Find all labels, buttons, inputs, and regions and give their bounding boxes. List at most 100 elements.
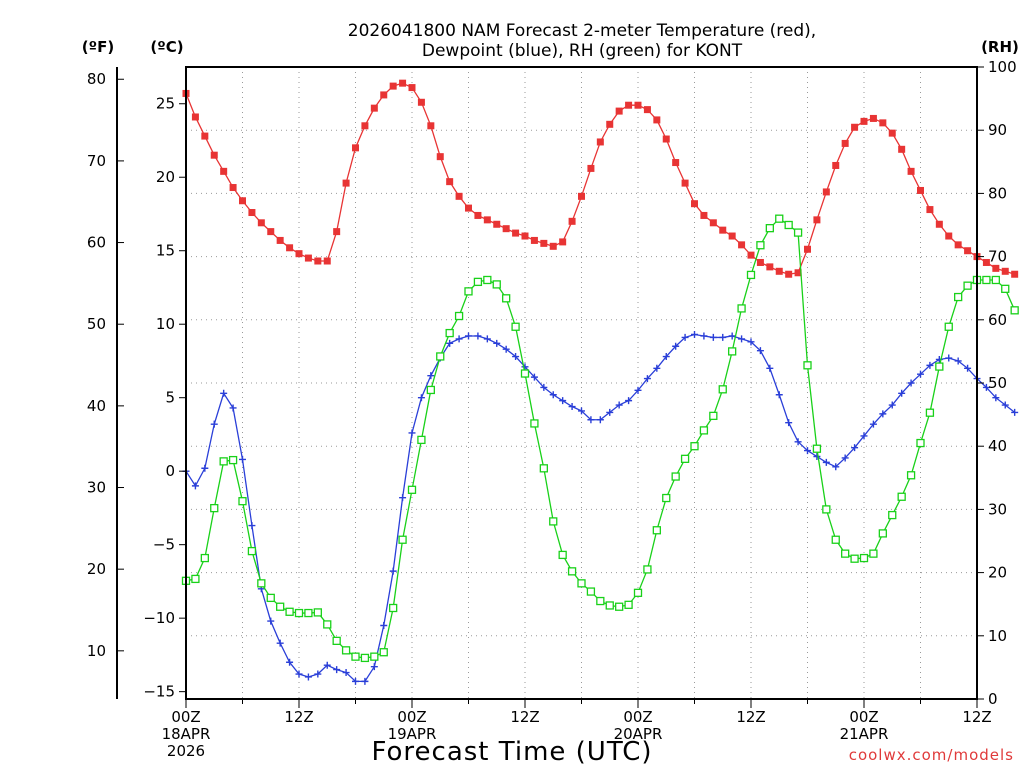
data-point [691, 330, 698, 338]
data-point [210, 503, 219, 513]
data-point [709, 333, 717, 341]
data-point [267, 228, 275, 236]
data-point [276, 236, 284, 244]
data-point [643, 375, 651, 383]
data-point [332, 636, 341, 646]
series-line [185, 82, 1015, 275]
data-point [681, 333, 689, 341]
data-point [493, 220, 501, 228]
celsius-tick-label: −10 [143, 609, 175, 627]
data-point [719, 333, 727, 341]
data-point [954, 292, 963, 302]
rh-tick-label: 100 [988, 58, 1017, 76]
data-point [333, 228, 341, 236]
x-tick-label: 18APR [162, 725, 211, 743]
x-tick-label: 00Z [397, 708, 426, 726]
data-point [841, 454, 849, 462]
data-point [333, 666, 341, 674]
data-point [445, 328, 454, 338]
data-point [738, 241, 746, 249]
data-point [794, 269, 802, 277]
rh-tick-label: 10 [988, 627, 1007, 645]
unit-celsius: (ºC) [150, 38, 183, 56]
data-point [945, 232, 953, 240]
data-point [804, 447, 811, 455]
data-point [982, 275, 991, 285]
data-point [860, 117, 868, 125]
data-point [775, 391, 783, 399]
data-point [860, 432, 868, 440]
data-point [521, 363, 529, 371]
data-point [567, 567, 577, 576]
data-point [907, 379, 915, 387]
data-point [247, 546, 257, 556]
x-tick-label: 19APR [388, 725, 437, 743]
data-point [775, 267, 783, 275]
data-point [360, 653, 370, 663]
data-point [313, 608, 322, 617]
data-point [502, 345, 510, 353]
data-point [577, 579, 586, 588]
data-point [851, 123, 859, 131]
data-point [568, 403, 576, 411]
data-point [295, 670, 303, 678]
rh-tick-label: 30 [988, 500, 1007, 518]
data-point [596, 596, 605, 606]
data-point [625, 101, 633, 109]
data-point [935, 362, 944, 371]
data-point [521, 232, 529, 240]
data-point [286, 658, 294, 666]
data-point [691, 200, 698, 208]
data-point [493, 339, 501, 347]
data-point [276, 639, 284, 647]
data-point [370, 663, 378, 671]
data-point [465, 204, 472, 212]
data-point [1001, 284, 1010, 293]
data-point [907, 167, 915, 175]
data-point [512, 229, 520, 237]
data-point [643, 106, 651, 114]
data-point [304, 254, 312, 262]
data-point [681, 179, 689, 187]
data-point [578, 192, 585, 200]
data-point [813, 216, 821, 224]
data-point [191, 574, 200, 584]
data-point [785, 270, 793, 278]
x-tick-label: 00Z [171, 708, 200, 726]
data-point [765, 224, 774, 233]
data-point [408, 84, 416, 92]
unit-fahrenheit: (ºF) [82, 38, 114, 56]
data-point [982, 258, 990, 266]
data-point [625, 397, 633, 405]
data-point [191, 482, 199, 490]
data-point [869, 114, 877, 122]
data-point [483, 275, 492, 285]
data-point [954, 357, 962, 365]
chart-title-line2: Dewpoint (blue), RH (green) for KONT [422, 41, 743, 61]
data-point [700, 211, 708, 219]
data-point [653, 364, 661, 372]
rh-tick-label: 90 [988, 121, 1007, 139]
data-point [361, 677, 369, 685]
data-point [389, 82, 397, 90]
data-point [436, 352, 445, 361]
data-point [586, 587, 596, 596]
data-point [229, 404, 237, 412]
data-point [239, 455, 246, 463]
data-point [784, 220, 793, 230]
data-point [822, 458, 830, 466]
data-point [210, 420, 218, 428]
data-point [323, 661, 331, 669]
data-point [775, 214, 784, 223]
data-point [662, 353, 670, 361]
data-point [963, 281, 972, 290]
data-point [643, 565, 652, 574]
data-point [728, 232, 736, 240]
x-tick-label: 2026 [167, 742, 205, 760]
data-point [718, 385, 727, 394]
data-point [606, 408, 614, 416]
data-point [700, 332, 708, 340]
fahrenheit-tick-label: 50 [87, 315, 106, 333]
data-point [446, 178, 454, 186]
data-point [285, 607, 294, 616]
